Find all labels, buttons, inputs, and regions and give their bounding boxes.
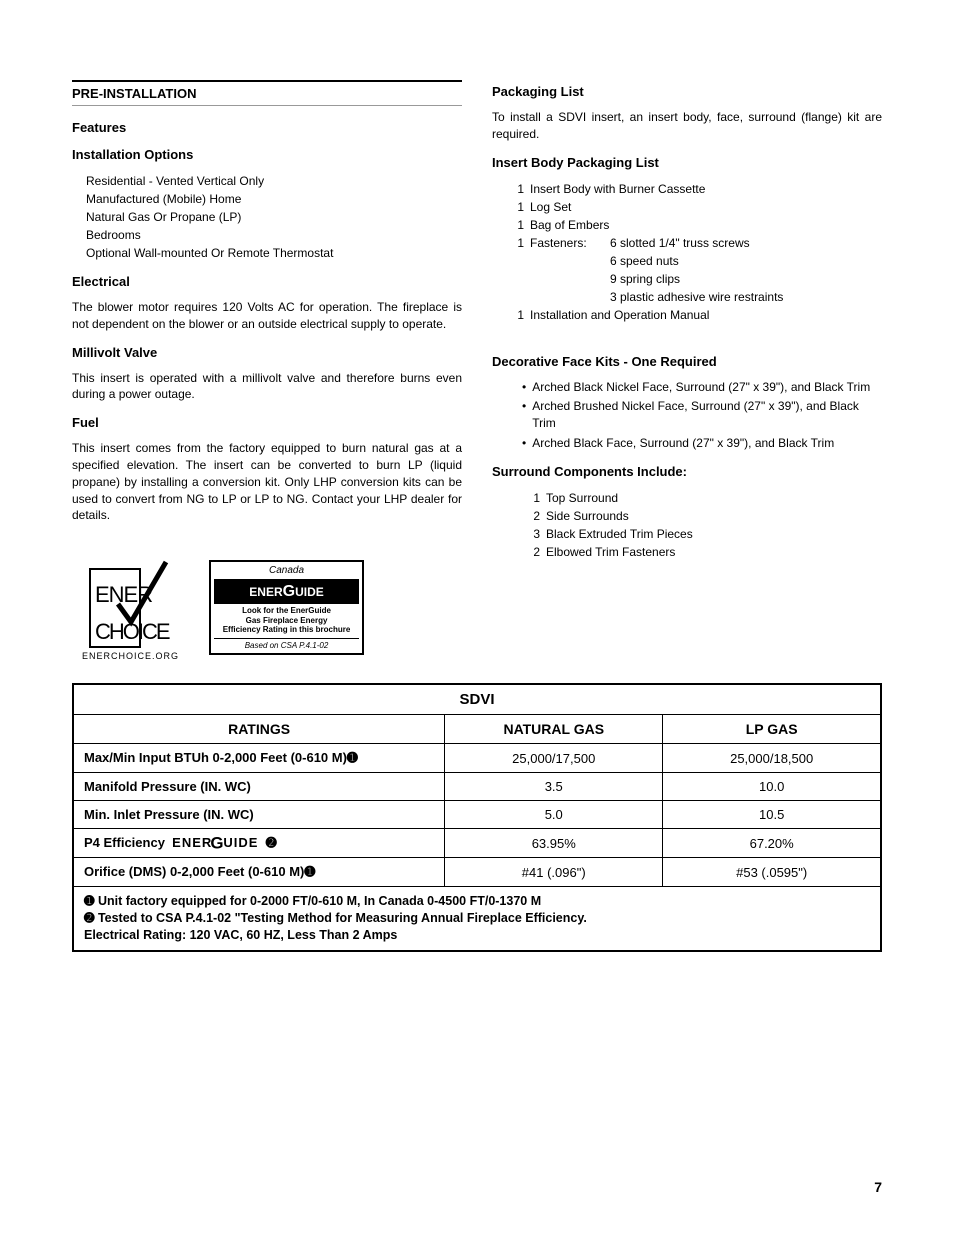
enerchoice-icon: ENER CHOICE xyxy=(88,554,173,649)
page-number: 7 xyxy=(874,1179,882,1195)
fastener-sub: 9 spring clips xyxy=(610,270,882,288)
right-column: Packaging List To install a SDVI insert,… xyxy=(492,80,882,661)
pkg-item: 1 Log Set xyxy=(506,198,882,216)
row-label: Max/Min Input BTUh 0-2,000 Feet (0-610 M… xyxy=(73,744,445,773)
packaging-list-body: To install a SDVI insert, an insert body… xyxy=(492,109,882,143)
fuel-body: This insert comes from the factory equip… xyxy=(72,440,462,524)
pkg-item: 1 Insert Body with Burner Cassette xyxy=(506,180,882,198)
enerchoice-url: ENERCHOICE.ORG xyxy=(82,651,179,661)
surround-item: 2 Elbowed Trim Fasteners xyxy=(522,543,882,561)
fastener-sub: 3 plastic adhesive wire restraints xyxy=(610,288,882,306)
row-label: P4 Efficiency ENERGUIDE ➋ xyxy=(73,829,445,858)
features-heading: Features xyxy=(72,120,462,135)
row-lp: 10.5 xyxy=(663,801,881,829)
table-header: LP GAS xyxy=(663,715,881,744)
millivolt-body: This insert is operated with a millivolt… xyxy=(72,370,462,404)
energuide-line: Look for the EnerGuide xyxy=(214,606,359,616)
row-ng: #41 (.096") xyxy=(445,858,663,887)
electrical-body: The blower motor requires 120 Volts AC f… xyxy=(72,299,462,333)
fastener-sub: 6 speed nuts xyxy=(610,252,882,270)
surround-item: 3 Black Extruded Trim Pieces xyxy=(522,525,882,543)
footnote: ➋ Tested to CSA P.4.1-02 "Testing Method… xyxy=(84,910,870,927)
face-kit-item: •Arched Black Face, Surround (27" x 39")… xyxy=(522,435,882,452)
logos-row: ENER CHOICE ENERCHOICE.ORG Canada ENERGU… xyxy=(82,554,462,661)
pkg-item: 1 Bag of Embers xyxy=(506,216,882,234)
enerchoice-logo: ENER CHOICE ENERCHOICE.ORG xyxy=(82,554,179,661)
face-kit-item: •Arched Black Nickel Face, Surround (27"… xyxy=(522,379,882,396)
table-row: Min. Inlet Pressure (IN. WC) 5.0 10.5 xyxy=(73,801,881,829)
row-ng: 3.5 xyxy=(445,773,663,801)
table-row: P4 Efficiency ENERGUIDE ➋ 63.95% 67.20% xyxy=(73,829,881,858)
install-option-item: Bedrooms xyxy=(86,226,462,244)
energuide-line: Efficiency Rating in this brochure xyxy=(214,625,359,635)
energuide-logo: Canada ENERGUIDE Look for the EnerGuide … xyxy=(209,560,364,656)
row-ng: 5.0 xyxy=(445,801,663,829)
surround-item: 1 Top Surround xyxy=(522,489,882,507)
install-option-item: Optional Wall-mounted Or Remote Thermost… xyxy=(86,244,462,262)
row-lp: #53 (.0595") xyxy=(663,858,881,887)
energuide-line: Gas Fireplace Energy xyxy=(214,616,359,626)
svg-text:CHOICE: CHOICE xyxy=(95,619,170,644)
insert-body-heading: Insert Body Packaging List xyxy=(492,155,882,170)
table-header-row: RATINGS NATURAL GAS LP GAS xyxy=(73,715,881,744)
row-lp: 10.0 xyxy=(663,773,881,801)
two-column-layout: PRE-INSTALLATION Features Installation O… xyxy=(72,80,882,661)
table-header: NATURAL GAS xyxy=(445,715,663,744)
footnote: ➊ Unit factory equipped for 0-2000 FT/0-… xyxy=(84,893,870,910)
surround-item: 2 Side Surrounds xyxy=(522,507,882,525)
svg-text:ENER: ENER xyxy=(95,582,152,607)
insert-body-list: 1 Insert Body with Burner Cassette 1 Log… xyxy=(492,180,882,324)
pre-installation-header: PRE-INSTALLATION xyxy=(72,80,462,106)
face-kit-item: •Arched Brushed Nickel Face, Surround (2… xyxy=(522,398,882,433)
pkg-fasteners: 1 Fasteners:6 slotted 1/4" truss screws xyxy=(506,234,882,252)
row-ng: 25,000/17,500 xyxy=(445,744,663,773)
pkg-manual: 1 Installation and Operation Manual xyxy=(506,306,882,324)
surround-heading: Surround Components Include: xyxy=(492,464,882,479)
packaging-list-heading: Packaging List xyxy=(492,84,882,99)
canada-label: Canada xyxy=(214,565,359,577)
row-label: Orifice (DMS) 0-2,000 Feet (0-610 M)➊ xyxy=(73,858,445,887)
energuide-label: ENERGUIDE xyxy=(214,579,359,604)
row-label: Min. Inlet Pressure (IN. WC) xyxy=(73,801,445,829)
table-footnotes: ➊ Unit factory equipped for 0-2000 FT/0-… xyxy=(73,887,881,951)
face-kits-list: •Arched Black Nickel Face, Surround (27"… xyxy=(492,379,882,453)
row-lp: 25,000/18,500 xyxy=(663,744,881,773)
millivolt-heading: Millivolt Valve xyxy=(72,345,462,360)
table-row: Orifice (DMS) 0-2,000 Feet (0-610 M)➊ #4… xyxy=(73,858,881,887)
install-option-item: Residential - Vented Vertical Only xyxy=(86,172,462,190)
install-option-item: Natural Gas Or Propane (LP) xyxy=(86,208,462,226)
fuel-heading: Fuel xyxy=(72,415,462,430)
table-title: SDVI xyxy=(73,684,881,715)
left-column: PRE-INSTALLATION Features Installation O… xyxy=(72,80,462,661)
install-option-item: Manufactured (Mobile) Home xyxy=(86,190,462,208)
ratings-table: SDVI RATINGS NATURAL GAS LP GAS Max/Min … xyxy=(72,683,882,952)
row-lp: 67.20% xyxy=(663,829,881,858)
table-footnote-row: ➊ Unit factory equipped for 0-2000 FT/0-… xyxy=(73,887,881,951)
surround-list: 1 Top Surround 2 Side Surrounds 3 Black … xyxy=(522,489,882,561)
table-row: Manifold Pressure (IN. WC) 3.5 10.0 xyxy=(73,773,881,801)
install-options-heading: Installation Options xyxy=(72,147,462,162)
energuide-based: Based on CSA P.4.1-02 xyxy=(214,638,359,651)
face-kits-heading: Decorative Face Kits - One Required xyxy=(492,354,882,369)
row-label: Manifold Pressure (IN. WC) xyxy=(73,773,445,801)
table-header: RATINGS xyxy=(73,715,445,744)
footnote: Electrical Rating: 120 VAC, 60 HZ, Less … xyxy=(84,927,870,944)
row-ng: 63.95% xyxy=(445,829,663,858)
table-row: Max/Min Input BTUh 0-2,000 Feet (0-610 M… xyxy=(73,744,881,773)
table-title-row: SDVI xyxy=(73,684,881,715)
electrical-heading: Electrical xyxy=(72,274,462,289)
install-options-list: Residential - Vented Vertical Only Manuf… xyxy=(86,172,462,262)
